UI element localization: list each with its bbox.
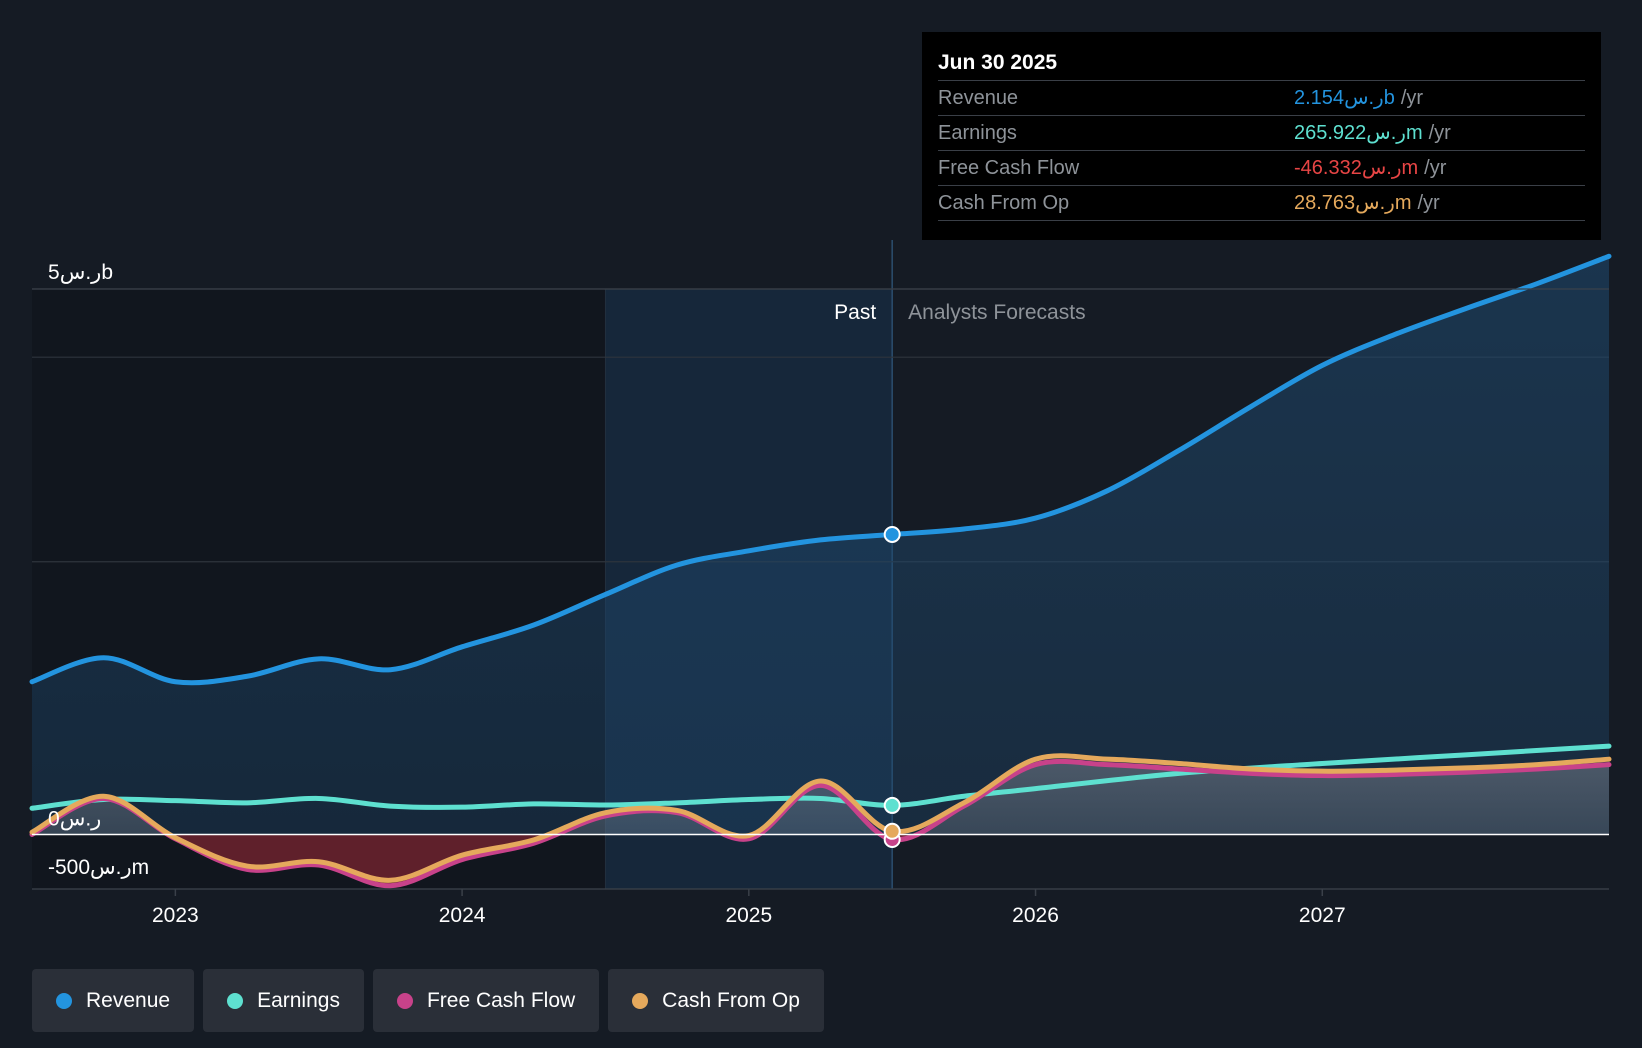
x-tick-label: 2024 (439, 904, 486, 927)
y-tick-label: 0ر.س (48, 807, 101, 830)
tooltip-unit: /yr (1428, 122, 1451, 144)
cash-from-op-marker (883, 822, 901, 840)
tooltip-value: -46.332ر.سm (1294, 157, 1419, 179)
legend-label: Cash From Op (662, 988, 800, 1012)
earnings-dot-icon (227, 992, 244, 1009)
y-tick-label: -500ر.سm (48, 856, 149, 879)
tooltip-label: Free Cash Flow (938, 157, 1080, 179)
tooltip-unit: /yr (1417, 192, 1440, 214)
legend-label: Revenue (86, 988, 171, 1012)
revenue-area (32, 256, 1609, 835)
legend-item-free-cash-flow[interactable]: Free Cash Flow (372, 969, 600, 1032)
tooltip-unit: /yr (1400, 87, 1424, 109)
cash-from-op-dot-icon (632, 992, 649, 1009)
forecast-label: Analysts Forecasts (908, 301, 1085, 324)
x-tick-label: 2027 (1299, 904, 1346, 927)
tooltip-row-cash-from-op: Cash From Op 28.763ر.سm /yr (938, 186, 1585, 221)
free-cash-flow-dot-icon (396, 992, 413, 1009)
tooltip-label: Cash From Op (938, 192, 1070, 214)
x-tick-label: 2023 (152, 904, 199, 927)
tooltip-row-earnings: Earnings 265.922ر.سm /yr (938, 116, 1585, 151)
legend-item-earnings[interactable]: Earnings (203, 969, 364, 1032)
earnings-marker (883, 796, 901, 814)
y-tick-label: 5ر.سb (48, 261, 113, 284)
tooltip-row-revenue: Revenue 2.154ر.سb /yr (938, 81, 1585, 116)
revenue-dot-icon (56, 992, 72, 1009)
tooltip-unit: /yr (1424, 157, 1447, 179)
tooltip-panel: Jun 30 2025 Revenue 2.154ر.سb /yr Earnin… (922, 32, 1601, 240)
x-tick-label: 2025 (725, 904, 772, 927)
legend: Revenue Earnings Free Cash Flow Cash Fro… (32, 969, 824, 1032)
legend-item-revenue[interactable]: Revenue (32, 969, 195, 1032)
tooltip-value: 28.763ر.سm (1294, 192, 1412, 214)
cash-from-op-line (29, 753, 1612, 883)
legend-item-cash-from-op[interactable]: Cash From Op (608, 969, 824, 1032)
revenue-marker (883, 525, 901, 543)
tooltip-row-free-cash-flow: Free Cash Flow -46.332ر.سm /yr (938, 151, 1585, 186)
free-cash-flow-line (29, 758, 1612, 889)
revenue-line (29, 253, 1612, 686)
legend-label: Earnings (257, 988, 340, 1012)
tooltip-date: Jun 30 2025 (938, 46, 1585, 81)
x-tick-label: 2026 (1012, 904, 1059, 927)
tooltip-label: Earnings (938, 122, 1017, 144)
financial-chart: 5ر.سb 0ر.س -500ر.سm 2023 2024 2025 2026 2027 Pas… (29, 240, 1612, 927)
past-label: Past (834, 301, 876, 324)
tooltip-value: 2.154ر.سb (1294, 87, 1395, 109)
legend-label: Free Cash Flow (426, 988, 576, 1012)
tooltip-value: 265.922ر.سm (1294, 122, 1423, 144)
tooltip-label: Revenue (938, 87, 1019, 109)
